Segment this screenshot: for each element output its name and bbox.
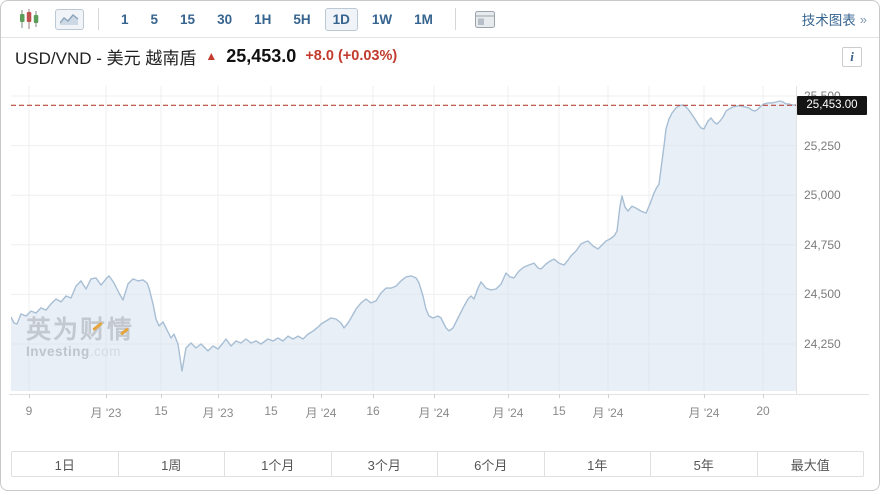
range-1日[interactable]: 1日	[12, 452, 119, 476]
interval-1W[interactable]: 1W	[371, 11, 393, 27]
interval-1H[interactable]: 1H	[254, 11, 272, 27]
x-axis-label: 20	[756, 404, 770, 418]
x-axis-label: 15	[552, 404, 566, 418]
x-axis-label: 月 '24	[305, 406, 337, 420]
plot-right-border	[796, 86, 797, 394]
y-axis-label: 24,250	[804, 337, 841, 351]
info-icon[interactable]: i	[842, 47, 862, 67]
y-axis-label: 25,250	[804, 138, 841, 153]
interval-1M[interactable]: 1M	[414, 11, 433, 27]
x-axis-tick	[763, 394, 764, 398]
last-price: 25,453.0	[226, 45, 297, 66]
x-axis-label: 月 '24	[418, 406, 450, 420]
chart-toolbar: 1 5 15 30 1H 5H 1D 1W 1M 技术图表»	[1, 1, 879, 38]
x-axis-label: 月 '23	[90, 406, 122, 420]
range-最大值[interactable]: 最大值	[790, 457, 830, 473]
area-fill	[11, 101, 796, 391]
x-axis-tick	[373, 394, 374, 398]
interval-5[interactable]: 5	[150, 11, 159, 27]
x-axis-label: 15	[264, 404, 278, 418]
x-axis-label: 月 '24	[592, 406, 624, 420]
x-axis-label: 9	[25, 404, 33, 418]
x-axis-tick	[271, 394, 272, 398]
pair-title: USD/VND - 美元 越南盾	[15, 48, 197, 68]
toolbar-divider	[454, 8, 456, 30]
range-1周[interactable]: 1周	[119, 452, 225, 476]
x-axis-tick	[704, 394, 705, 398]
y-axis-label: 24,750	[804, 237, 841, 252]
x-axis-label: 月 '24	[492, 406, 524, 420]
x-axis-tick	[559, 394, 560, 398]
interval-group: 1 5 15 30 1H 5H 1D 1W 1M	[113, 7, 441, 31]
interval-5H[interactable]: 5H	[293, 11, 311, 27]
price-line	[11, 100, 796, 372]
y-axis-label: 24,500	[804, 287, 841, 302]
panel-layout-icon[interactable]	[470, 7, 500, 32]
x-axis-label: 15	[154, 404, 168, 418]
technical-chart-link[interactable]: 技术图表»	[801, 11, 867, 29]
x-axis-label: 月 '24	[688, 406, 720, 420]
interval-15[interactable]: 15	[180, 11, 196, 27]
toolbar-divider	[98, 8, 99, 30]
x-axis-tick	[218, 394, 219, 398]
x-axis-label: 16	[366, 404, 380, 418]
up-arrow-icon: ▲	[205, 49, 218, 63]
y-axis-label: 25,000	[804, 188, 841, 203]
price-area-chart[interactable]	[11, 86, 796, 394]
x-axis-tick	[29, 394, 30, 398]
x-axis-line	[9, 394, 869, 395]
chevron-right-icon: »	[859, 11, 867, 27]
x-axis-tick	[106, 394, 107, 398]
x-axis-label: 月 '23	[202, 406, 234, 420]
range-3个月[interactable]: 3个月	[332, 452, 438, 476]
instrument-header: USD/VND - 美元 越南盾 ▲ 25,453.0 +8.0 (+0.03%…	[1, 39, 411, 73]
range-1个月[interactable]: 1个月	[225, 452, 332, 476]
interval-1D[interactable]: 1D	[324, 7, 358, 31]
range-1年[interactable]: 1年	[545, 452, 651, 476]
x-axis-tick	[161, 394, 162, 398]
candlestick-chart-icon[interactable]	[13, 5, 45, 33]
current-price-tag: 25,453.00	[797, 95, 867, 115]
x-axis-tick	[608, 394, 609, 398]
range-selector: 1日 1周 1个月 3个月 6个月 1年 5年 最大值	[11, 451, 864, 477]
x-axis-tick	[321, 394, 322, 398]
area-chart-icon[interactable]	[55, 8, 84, 30]
range-6个月[interactable]: 6个月	[438, 452, 545, 476]
range-5年[interactable]: 5年	[651, 452, 758, 476]
x-axis-tick	[508, 394, 509, 398]
interval-30[interactable]: 30	[217, 11, 233, 27]
interval-1[interactable]: 1	[121, 11, 129, 27]
x-axis-tick	[434, 394, 435, 398]
price-change: +8.0 (+0.03%)	[305, 48, 398, 64]
